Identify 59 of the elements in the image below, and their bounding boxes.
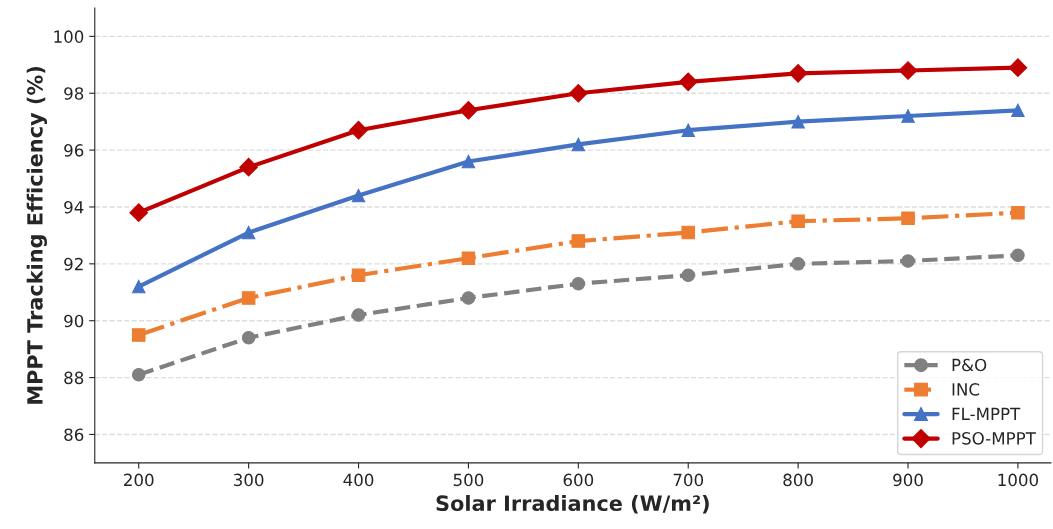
x-tick-label: 700 — [673, 473, 704, 487]
point — [241, 291, 256, 305]
point — [791, 257, 805, 271]
point — [568, 83, 588, 103]
point — [351, 268, 366, 282]
point — [901, 254, 915, 268]
point — [129, 203, 149, 223]
legend-label: P&O — [952, 358, 987, 372]
point — [791, 114, 805, 129]
point — [1008, 58, 1028, 77]
x-tick-label: 500 — [453, 473, 484, 487]
point — [1011, 248, 1025, 263]
x-axis-title: Solar Irradiance (W/m²) — [436, 494, 709, 514]
point — [461, 251, 476, 265]
point — [239, 157, 258, 177]
point — [349, 120, 368, 140]
point — [241, 331, 256, 345]
point — [351, 188, 366, 203]
x-tick-label: 900 — [893, 473, 923, 487]
point — [131, 367, 146, 382]
point — [678, 72, 698, 92]
point — [131, 279, 146, 294]
x-tick-label: 300 — [233, 473, 264, 487]
point — [571, 234, 586, 248]
point — [241, 225, 256, 240]
point — [571, 276, 586, 291]
point — [901, 109, 915, 123]
y-tick-label: 96 — [64, 144, 84, 157]
legend-label: FL-MPPT — [952, 407, 1021, 420]
point — [131, 328, 146, 342]
point — [1011, 205, 1025, 220]
point — [681, 268, 695, 282]
point — [461, 154, 476, 169]
x-tick-label: 600 — [563, 473, 594, 487]
y-tick-label: 94 — [64, 200, 84, 214]
point — [459, 100, 478, 120]
y-tick-label: 90 — [64, 314, 84, 328]
point — [791, 214, 805, 228]
y-tick-label: 92 — [64, 257, 83, 271]
y-tick-label: 86 — [64, 428, 84, 442]
x-tick-label: 800 — [783, 473, 813, 487]
point — [681, 123, 695, 137]
legend-label: INC — [952, 383, 980, 396]
point — [1011, 103, 1025, 118]
point — [901, 211, 915, 226]
x-tick-label: 400 — [343, 473, 374, 487]
point — [351, 308, 366, 322]
y-tick-label: 88 — [64, 371, 84, 385]
y-tick-label: 100 — [54, 30, 84, 43]
y-tick-label: 98 — [64, 87, 84, 100]
legend-label: PSO-MPPT — [952, 432, 1036, 445]
point — [571, 137, 586, 152]
x-tick-label: 1000 — [998, 473, 1039, 487]
point — [898, 61, 918, 80]
y-axis-title: MPPT Tracking Efficiency (%) — [26, 67, 47, 404]
point — [788, 63, 808, 83]
point — [681, 225, 695, 240]
x-tick-label: 200 — [124, 473, 154, 487]
point — [461, 291, 476, 305]
